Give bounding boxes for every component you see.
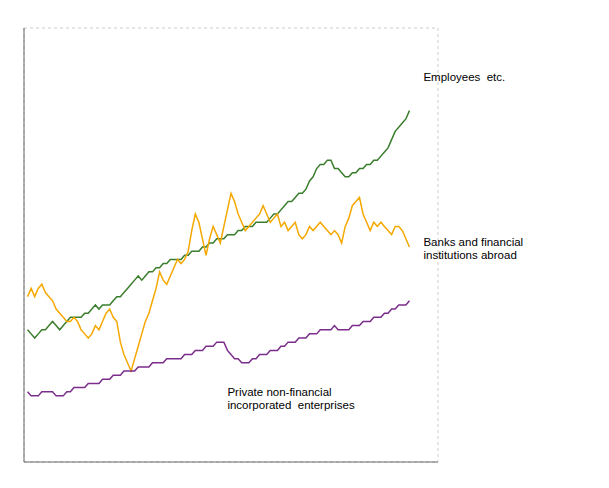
svg-text:Employees etc.: Employees etc. [423,71,505,83]
svg-text:Banks and financialinstitution: Banks and financialinstitutions abroad [423,236,523,261]
svg-text:Private non-financialincorpora: Private non-financialincorporated enterp… [227,386,354,411]
